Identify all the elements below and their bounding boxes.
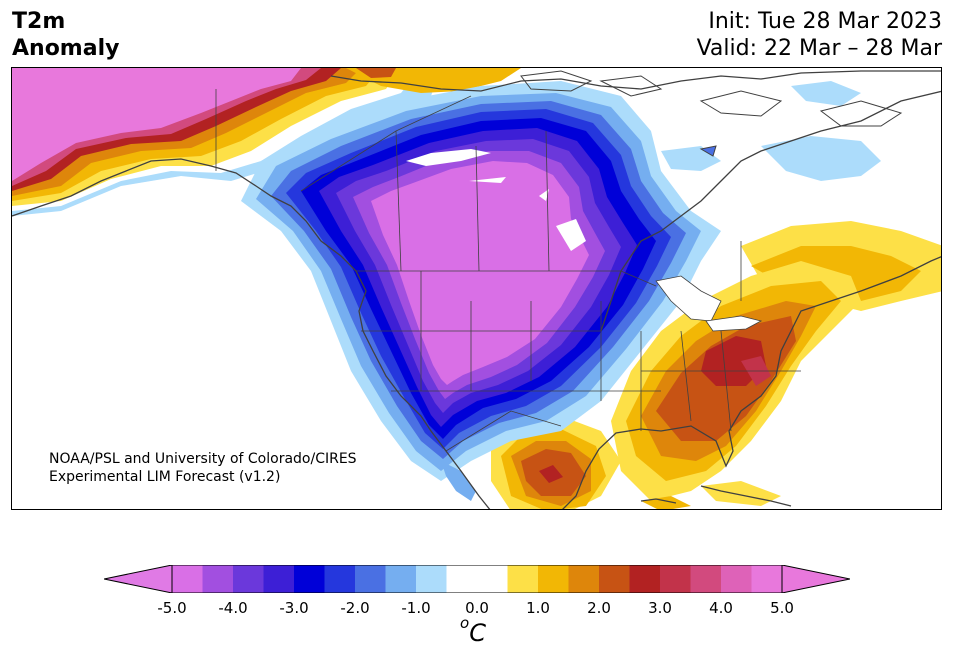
colorbar-cell xyxy=(507,565,539,593)
colorbar-cell xyxy=(568,565,600,593)
credit-line-2: Experimental LIM Forecast (v1.2) xyxy=(49,469,281,485)
colorbar-cell xyxy=(202,565,234,593)
unit-letter: C xyxy=(469,619,486,647)
colorbar-cell xyxy=(294,565,325,593)
credit-text: NOAA/PSL and University of Colorado/CIRE… xyxy=(49,450,357,486)
colorbar-tick-label: -2.0 xyxy=(340,599,370,617)
credit-line-1: NOAA/PSL and University of Colorado/CIRE… xyxy=(49,451,357,467)
colorbar-tick-label: 3.0 xyxy=(648,599,672,617)
init-date: Init: Tue 28 Mar 2023 xyxy=(708,9,942,34)
anomaly-map xyxy=(11,67,942,510)
colorbar-cell xyxy=(446,565,478,593)
colorbar-unit: oC xyxy=(460,614,486,647)
colorbar-cell xyxy=(538,565,569,593)
colorbar-tick-label: 4.0 xyxy=(709,599,733,617)
north-america-map xyxy=(12,68,941,509)
colorbar-cells xyxy=(172,565,783,593)
colorbar-over-arrow xyxy=(782,565,850,593)
colorbar-under-arrow xyxy=(104,565,172,593)
colorbar-cell xyxy=(385,565,417,593)
cold-core-magenta xyxy=(371,161,589,385)
colorbar-tick-label: -3.0 xyxy=(279,599,309,617)
colorbar-cell xyxy=(721,565,752,593)
colorbar xyxy=(104,565,850,593)
colorbar-cell xyxy=(172,565,203,593)
colorbar-tick-label: 5.0 xyxy=(770,599,794,617)
coastlines xyxy=(12,70,941,509)
colorbar-cell xyxy=(660,565,691,593)
colorbar-ticks: -5.0 -4.0 -3.0 -2.0 -1.0 0.0 1.0 2.0 3.0 4.0 5.0 xyxy=(0,599,953,619)
forecast-dates: Init: Tue 28 Mar 2023 Valid: 22 Mar – 28… xyxy=(697,8,942,62)
colorbar-tick-label: -5.0 xyxy=(157,599,187,617)
colorbar-cell xyxy=(233,565,264,593)
valid-range: Valid: 22 Mar – 28 Mar xyxy=(696,36,942,61)
colorbar-cell xyxy=(263,565,295,593)
colorbar-cell xyxy=(416,565,447,593)
map-title: T2m Anomaly xyxy=(12,8,119,62)
colorbar-cell xyxy=(629,565,661,593)
colorbar-tick-label: -4.0 xyxy=(218,599,248,617)
great-lakes xyxy=(655,275,722,322)
colorbar-tick-label: 2.0 xyxy=(587,599,611,617)
variable-type: Anomaly xyxy=(12,36,120,61)
colorbar-tick-label: 1.0 xyxy=(526,599,550,617)
colorbar-tick-label: 0.0 xyxy=(465,599,489,617)
colorbar-cell xyxy=(324,565,356,593)
variable-name: T2m xyxy=(12,9,66,34)
degree-symbol: o xyxy=(460,614,470,632)
colorbar-cell xyxy=(477,565,508,593)
political-borders xyxy=(215,89,801,452)
colorbar-cell xyxy=(690,565,722,593)
colorbar-cell xyxy=(751,565,783,593)
colorbar-tick-label: -1.0 xyxy=(401,599,431,617)
alaska-high-anomaly xyxy=(12,68,301,181)
colorbar-cell xyxy=(355,565,386,593)
colorbar-cell xyxy=(599,565,630,593)
